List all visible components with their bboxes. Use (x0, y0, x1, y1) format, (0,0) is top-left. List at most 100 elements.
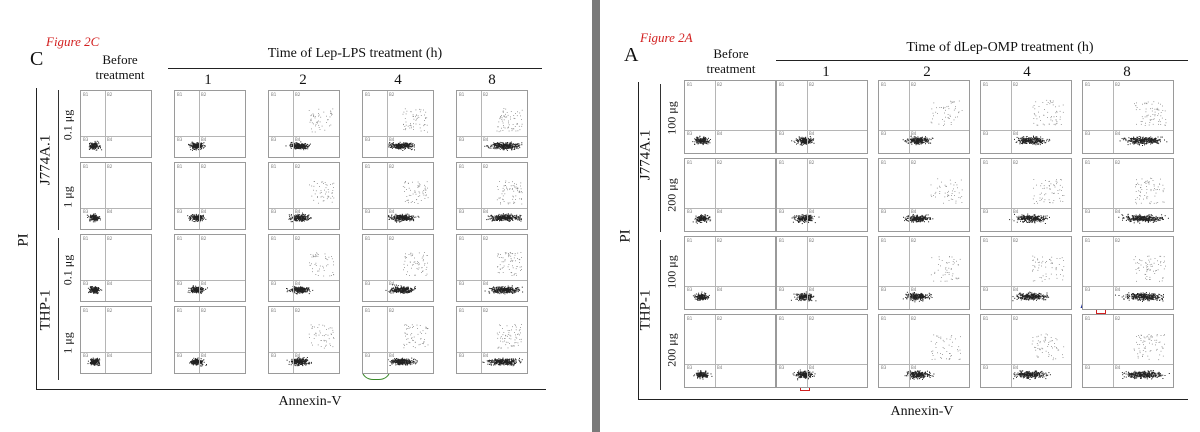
quadrant-label: B4 (809, 287, 815, 292)
quadrant-label: B3 (177, 353, 183, 358)
quadrant-label: B2 (295, 308, 301, 313)
quadrant-label: B3 (881, 287, 887, 292)
quadrant-divider-horizontal (363, 136, 433, 137)
quadrant-label: B2 (295, 164, 301, 169)
quadrant-divider-vertical (105, 91, 106, 157)
quadrant-label: B2 (389, 308, 395, 313)
scatter-cloud (189, 357, 207, 367)
quadrant-label: B1 (271, 308, 277, 313)
quadrant-label: B2 (911, 316, 917, 321)
flow-cytometry-plot: B1 B2 B3 B4 (1082, 80, 1174, 154)
quadrant-divider-horizontal (175, 352, 245, 353)
quadrant-label: B3 (271, 137, 277, 142)
quadrant-label: B3 (779, 287, 785, 292)
group-bar (660, 84, 661, 232)
quadrant-divider-vertical (199, 163, 200, 229)
quadrant-label: B4 (107, 281, 113, 286)
quadrant-divider-horizontal (685, 130, 775, 131)
x-axis-label: Annexin-V (890, 404, 954, 419)
flow-cytometry-plot: B1 B2 B3 B4 (80, 162, 152, 230)
quadrant-label: B4 (483, 353, 489, 358)
quadrant-label: B3 (271, 281, 277, 286)
dose-label: 200 μg (664, 178, 679, 212)
quadrant-label: B1 (881, 160, 887, 165)
quadrant-label: B1 (365, 164, 371, 169)
quadrant-divider-vertical (909, 81, 910, 153)
quadrant-label: B3 (881, 131, 887, 136)
quadrant-label: B2 (201, 164, 207, 169)
quadrant-label: B4 (201, 209, 207, 214)
quadrant-label: B4 (389, 209, 395, 214)
quadrant-divider-vertical (807, 159, 808, 231)
flow-cytometry-plot: B1 B2 B3 B4 (456, 90, 528, 158)
quadrant-label: B4 (201, 353, 207, 358)
quadrant-divider-horizontal (175, 280, 245, 281)
quadrant-label: B4 (717, 287, 723, 292)
scatter-cloud (1012, 255, 1065, 302)
scatter-cloud (286, 324, 335, 367)
scatter-cloud (87, 357, 101, 367)
quadrant-label: B1 (459, 236, 465, 241)
quadrant-label: B1 (83, 308, 89, 313)
dose-label: 100 μg (664, 255, 679, 289)
x-axis-line (638, 399, 1188, 400)
quadrant-label: B3 (83, 281, 89, 286)
flow-cytometry-plot: B1 B2 B3 B4 (362, 90, 434, 158)
scatter-cloud (286, 252, 335, 295)
quadrant-label: B3 (983, 287, 989, 292)
dose-label: 0.1 μg (60, 254, 75, 286)
quadrant-label: B4 (201, 137, 207, 142)
time-point-label: 2 (923, 64, 931, 80)
scatter-cloud (791, 214, 820, 225)
scatter-cloud (1013, 333, 1065, 380)
quadrant-divider-vertical (387, 163, 388, 229)
y-axis-line (36, 88, 37, 390)
quadrant-label: B3 (271, 353, 277, 358)
scatter-cloud (692, 214, 712, 224)
quadrant-label: B2 (1115, 316, 1121, 321)
scatter-cloud (790, 291, 817, 302)
quadrant-label: B4 (483, 281, 489, 286)
quadrant-label: B2 (483, 308, 489, 313)
quadrant-divider-horizontal (269, 352, 339, 353)
quadrant-label: B1 (687, 82, 693, 87)
quadrant-label: B1 (687, 238, 693, 243)
quadrant-divider-vertical (1011, 81, 1012, 153)
quadrant-divider-horizontal (685, 208, 775, 209)
quadrant-label: B1 (459, 164, 465, 169)
quadrant-label: B2 (717, 160, 723, 165)
flow-cytometry-plot: B1 B2 B3 B4 (776, 158, 868, 232)
quadrant-divider-vertical (387, 307, 388, 373)
flow-cytometry-plot: B1 B2 B3 B4 (456, 234, 528, 302)
time-point-label: 8 (488, 72, 496, 88)
quadrant-divider-horizontal (777, 208, 867, 209)
scatter-cloud (387, 181, 429, 223)
quadrant-divider-vertical (199, 91, 200, 157)
quadrant-divider-horizontal (777, 364, 867, 365)
quadrant-label: B4 (389, 137, 395, 142)
quadrant-label: B2 (911, 82, 917, 87)
x-axis-line (36, 389, 546, 390)
quadrant-divider-vertical (199, 307, 200, 373)
quadrant-divider-vertical (387, 91, 388, 157)
flow-cytometry-plot: B1 B2 B3 B4 (174, 306, 246, 374)
quadrant-label: B2 (201, 308, 207, 313)
quadrant-label: B1 (983, 82, 989, 87)
quadrant-label: B1 (365, 236, 371, 241)
quadrant-label: B4 (107, 353, 113, 358)
quadrant-label: B3 (1085, 131, 1091, 136)
quadrant-label: B3 (365, 137, 371, 142)
quadrant-label: B1 (1085, 82, 1091, 87)
quadrant-label: B4 (911, 365, 917, 370)
time-point-label: 8 (1123, 64, 1131, 80)
quadrant-divider-vertical (715, 81, 716, 153)
quadrant-divider-vertical (387, 235, 388, 301)
quadrant-divider-vertical (105, 235, 106, 301)
group-bar (58, 238, 59, 380)
quadrant-divider-vertical (481, 235, 482, 301)
quadrant-divider-horizontal (1083, 364, 1173, 365)
quadrant-divider-horizontal (269, 280, 339, 281)
before-label-line2: treatment (706, 61, 756, 76)
scatter-cloud (1014, 99, 1064, 146)
y-axis-label: PI (15, 233, 32, 247)
